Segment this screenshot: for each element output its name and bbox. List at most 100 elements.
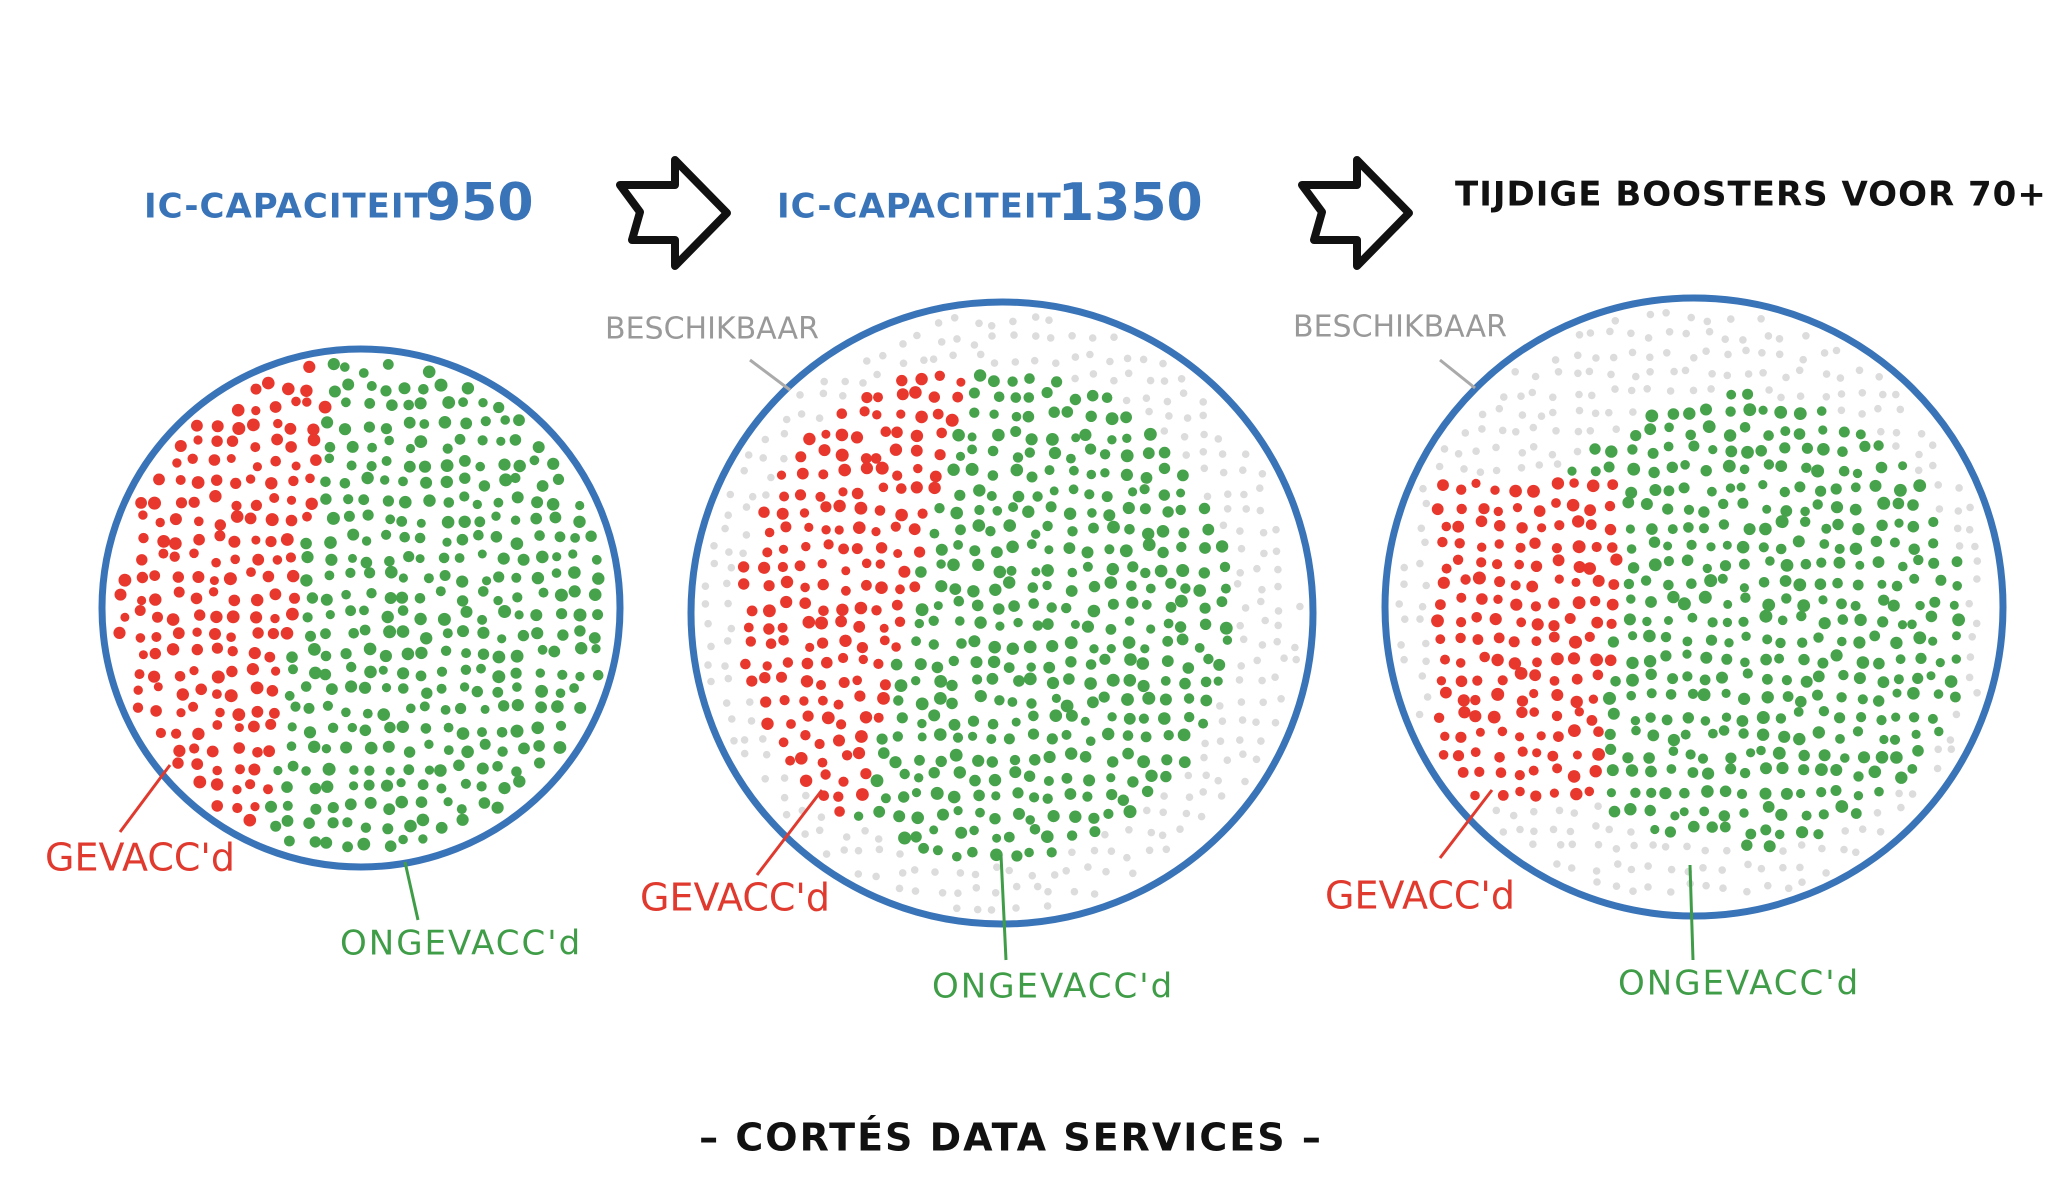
- dot: [492, 686, 504, 698]
- dot: [530, 512, 542, 525]
- dot: [1724, 638, 1734, 648]
- dot: [1662, 309, 1670, 317]
- dot: [1456, 617, 1467, 628]
- dot: [1175, 504, 1186, 516]
- dot: [780, 429, 789, 438]
- dot: [1874, 786, 1884, 797]
- dot: [1591, 409, 1600, 418]
- dot: [492, 761, 503, 772]
- dot: [1435, 634, 1446, 645]
- dot: [1853, 636, 1866, 649]
- dot: [546, 498, 560, 511]
- dot: [492, 650, 506, 664]
- dot: [1726, 389, 1737, 400]
- dot: [191, 643, 203, 656]
- dot: [1271, 673, 1279, 681]
- dot: [1099, 449, 1111, 460]
- dot: [993, 863, 1001, 871]
- dot: [338, 423, 352, 436]
- dot: [934, 675, 948, 688]
- dot: [1107, 520, 1120, 534]
- dot: [1107, 756, 1119, 768]
- dot: [1200, 430, 1208, 439]
- dot: [930, 786, 944, 800]
- dot: [1272, 525, 1280, 534]
- dot: [1071, 353, 1080, 361]
- dot: [1165, 601, 1177, 613]
- dot: [138, 510, 148, 520]
- dot: [701, 600, 710, 608]
- dot: [460, 417, 473, 430]
- dot: [456, 533, 469, 546]
- dot: [151, 632, 162, 642]
- dot: [395, 795, 409, 809]
- dot: [1085, 736, 1096, 746]
- dot: [780, 454, 788, 463]
- dot: [1549, 788, 1559, 798]
- dot: [991, 791, 1001, 801]
- dot: [990, 359, 999, 367]
- dot: [1508, 636, 1520, 648]
- dot: [1816, 406, 1827, 416]
- dot: [1643, 629, 1656, 643]
- dot: [1154, 564, 1168, 578]
- dot: [300, 574, 313, 587]
- dot: [1698, 590, 1712, 604]
- dot: [1604, 523, 1617, 536]
- dot: [442, 396, 456, 409]
- dot: [301, 766, 311, 776]
- dot: [1706, 542, 1716, 552]
- dot: [422, 365, 436, 379]
- dot: [1176, 564, 1190, 577]
- dot: [1586, 427, 1595, 435]
- dot: [398, 476, 408, 487]
- dot: [1708, 445, 1718, 455]
- dot: [1679, 787, 1690, 799]
- dot: [1887, 599, 1900, 612]
- dot: [1877, 616, 1889, 628]
- dot: [1065, 709, 1078, 722]
- dot: [1122, 433, 1132, 443]
- dot: [1046, 433, 1059, 446]
- dot: [556, 608, 568, 620]
- dot: [1758, 577, 1770, 588]
- dot: [740, 736, 749, 744]
- dot: [1700, 465, 1712, 477]
- dot: [547, 457, 560, 470]
- dot: [1087, 508, 1097, 518]
- dot: [1585, 519, 1597, 531]
- dot: [1045, 501, 1057, 513]
- dot: [1699, 806, 1710, 817]
- dot: [877, 692, 890, 705]
- dot: [1907, 520, 1920, 533]
- dot: [795, 451, 807, 463]
- dot: [399, 531, 411, 543]
- dot: [836, 719, 847, 730]
- dot: [1081, 546, 1094, 559]
- dot: [1604, 654, 1617, 667]
- dot: [1758, 349, 1766, 357]
- dot: [320, 593, 333, 606]
- dot: [1687, 767, 1699, 778]
- dot: [215, 707, 225, 718]
- dot: [1588, 391, 1596, 400]
- dot: [1046, 602, 1057, 613]
- dot: [956, 638, 967, 649]
- dot: [1240, 490, 1248, 499]
- dot: [1029, 824, 1041, 835]
- dot: [364, 741, 378, 755]
- dot: [1199, 618, 1212, 630]
- dot: [1623, 578, 1635, 590]
- dot: [176, 708, 186, 718]
- dot: [454, 433, 466, 445]
- dot: [1008, 600, 1020, 612]
- dot: [929, 825, 939, 835]
- dot: [1780, 426, 1791, 437]
- dot: [1042, 618, 1054, 630]
- dot: [1455, 675, 1468, 688]
- dot: [1492, 443, 1500, 452]
- dot: [1765, 556, 1775, 566]
- dot: [895, 884, 904, 893]
- dot: [1006, 642, 1019, 655]
- dot: [1141, 785, 1154, 798]
